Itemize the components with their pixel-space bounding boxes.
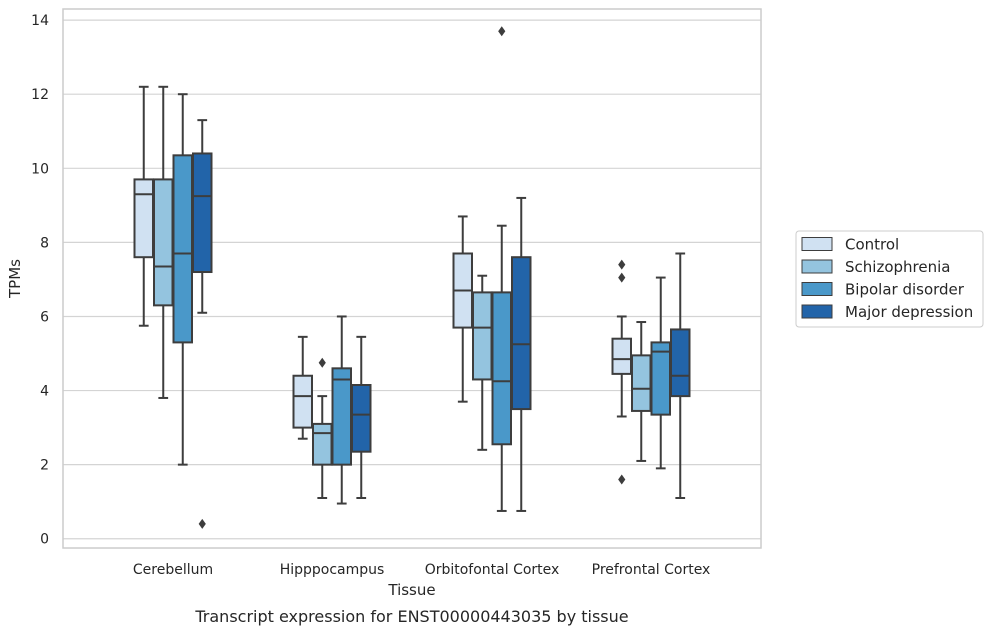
box-iqr: [192, 152, 213, 274]
box-iqr: [472, 291, 493, 381]
box-iqr: [611, 337, 632, 375]
legend-label: Control: [845, 236, 899, 254]
box-major-depression: [511, 196, 532, 512]
outlier-point: [618, 272, 626, 283]
x-tick-labels: Cerebellum Hipppocampus Orbitofontal Corte…: [133, 562, 710, 578]
box-schizophrenia: [631, 321, 652, 462]
legend-label: Bipolar disorder: [845, 281, 965, 299]
box-bipolar-disorder: [491, 26, 512, 512]
box-iqr: [631, 354, 652, 412]
outlier-point: [498, 26, 506, 37]
outlier-point: [618, 259, 626, 270]
boxes: [133, 26, 691, 529]
box-iqr: [650, 341, 671, 416]
y-tick-label: 2: [40, 458, 49, 474]
legend-frame: [795, 230, 984, 328]
box-control: [133, 85, 154, 327]
x-tick-label: Cerebellum: [133, 562, 213, 578]
box-iqr: [312, 422, 333, 466]
y-tick-label: 4: [40, 384, 49, 400]
box-control: [611, 259, 632, 485]
legend-swatch: [801, 282, 833, 296]
box-schizophrenia: [472, 274, 493, 451]
box-schizophrenia: [312, 357, 333, 499]
y-tick-label: 12: [31, 87, 49, 103]
y-tick-label: 14: [31, 13, 49, 29]
box-iqr: [670, 328, 691, 398]
y-tick-label: 6: [40, 309, 49, 325]
box-major-depression: [670, 252, 691, 499]
legend-swatch: [801, 259, 833, 274]
figure-caption: Transcript expression for ENST0000044303…: [194, 607, 628, 626]
legend-swatch: [801, 237, 833, 251]
x-tick-label: Orbitofontal Cortex: [425, 562, 560, 578]
y-axis-title: TPMs: [6, 259, 24, 299]
x-axis-title: Tissue: [387, 581, 435, 599]
legend-swatch: [801, 304, 833, 319]
box-bipolar-disorder: [650, 276, 671, 470]
box-schizophrenia: [153, 85, 174, 399]
box-iqr: [331, 367, 352, 466]
y-tick-label: 0: [40, 532, 49, 548]
box-iqr: [351, 384, 372, 453]
box-control: [292, 335, 313, 440]
y-tick-label: 8: [40, 235, 49, 251]
box-iqr: [292, 374, 313, 429]
box-iqr: [511, 256, 532, 411]
x-tick-label: Hipppocampus: [280, 562, 385, 578]
box-major-depression: [192, 119, 213, 529]
outlier-point: [198, 518, 206, 529]
legend-label: Major depression: [845, 303, 973, 321]
legend-label: Schizophrenia: [845, 258, 950, 276]
y-tick-label: 10: [31, 161, 49, 177]
plot-area-frame: [62, 8, 762, 549]
x-tick-label: Prefrontal Cortex: [592, 562, 711, 578]
box-major-depression: [351, 335, 372, 499]
box-iqr: [172, 154, 193, 344]
y-tick-labels: 0 2 4 6 8 10 12 14: [31, 13, 49, 548]
box-iqr: [153, 178, 174, 307]
box-bipolar-disorder: [172, 93, 193, 466]
outlier-point: [318, 357, 326, 368]
box-iqr: [133, 178, 154, 259]
outlier-point: [618, 474, 626, 485]
box-control: [452, 215, 473, 403]
legend: Control Schizophrenia Bipolar disorder Majo…: [795, 230, 984, 328]
box-bipolar-disorder: [331, 315, 352, 505]
box-iqr: [491, 291, 512, 446]
